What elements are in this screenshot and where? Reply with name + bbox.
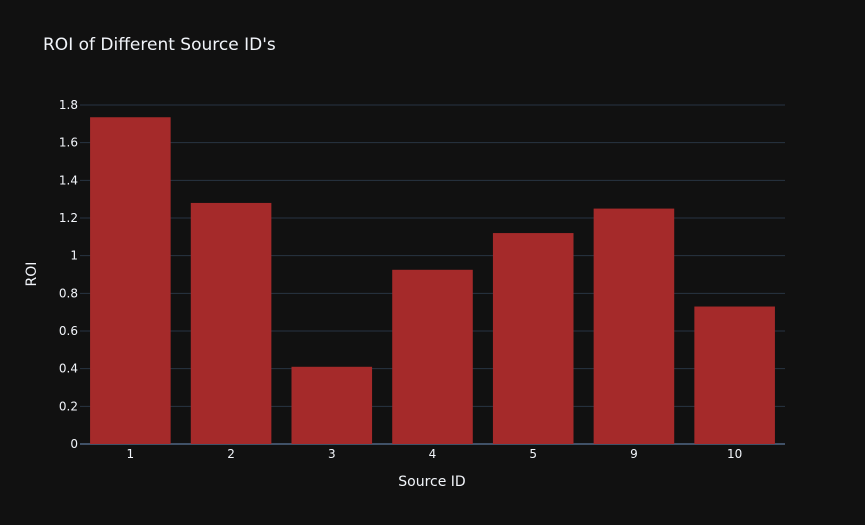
bar-source-10[interactable] [694,306,775,444]
y-tick-label: 1 [70,249,78,263]
y-tick-label: 1.8 [59,98,78,112]
y-tick-label: 0.2 [59,399,78,413]
x-tick-label: 5 [529,447,537,461]
x-tick-label: 1 [127,447,135,461]
x-axis-title: Source ID [398,474,465,490]
x-axis-ticks: 1 2 3 4 5 9 10 [127,447,743,461]
bar-source-3[interactable] [291,366,373,444]
y-tick-label: 1.4 [59,173,78,187]
y-tick-label: 1.6 [59,136,78,150]
chart-title: ROI of Different Source ID's [43,35,276,55]
y-axis-title: ROI [24,262,40,287]
bar-source-9[interactable] [593,208,675,444]
x-tick-label: 2 [227,447,235,461]
bar-source-2[interactable] [190,202,272,444]
bar-source-4[interactable] [392,269,473,444]
x-tick-label: 3 [328,447,336,461]
y-tick-label: 0 [70,437,78,451]
y-tick-label: 1.2 [59,211,78,225]
bars [90,117,775,444]
x-tick-label: 4 [429,447,437,461]
x-tick-label: 9 [630,447,638,461]
y-tick-label: 0.4 [59,362,78,376]
bar-source-1[interactable] [90,117,171,444]
y-tick-label: 0.6 [59,324,78,338]
bar-source-5[interactable] [492,233,574,444]
y-tick-label: 0.8 [59,286,78,300]
y-axis-ticks: 0 0.2 0.4 0.6 0.8 1 1.2 1.4 1.6 1.8 [59,98,78,451]
x-tick-label: 10 [727,447,742,461]
